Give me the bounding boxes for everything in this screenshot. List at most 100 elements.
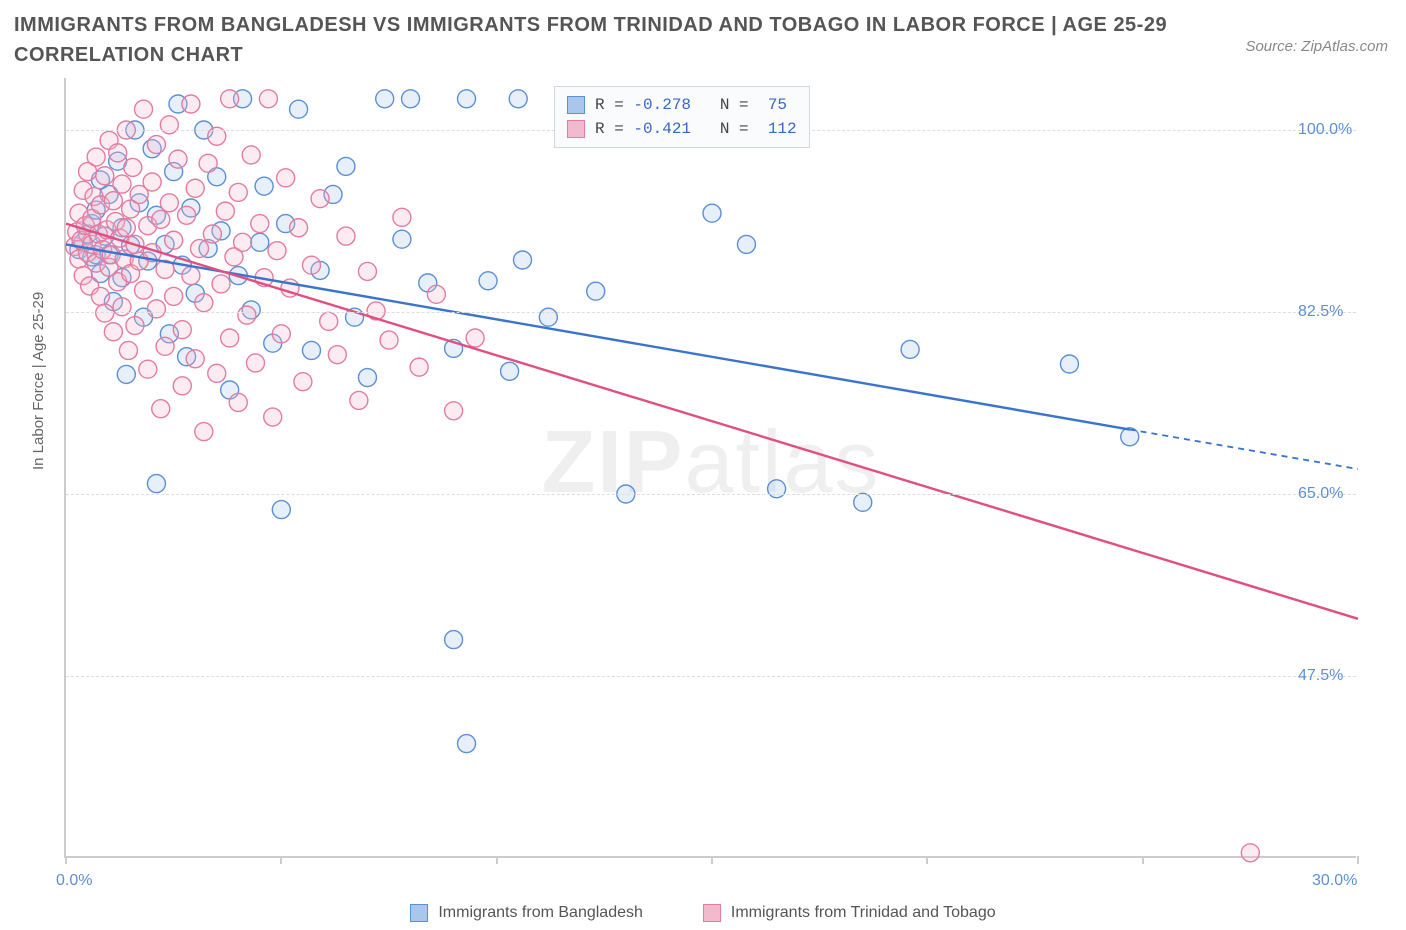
scatter-point-trinidad xyxy=(165,287,183,305)
scatter-point-trinidad xyxy=(272,325,290,343)
scatter-point-trinidad xyxy=(268,242,286,260)
scatter-point-trinidad xyxy=(380,331,398,349)
trend-line-trinidad xyxy=(66,224,1358,619)
scatter-point-trinidad xyxy=(1241,844,1259,862)
scatter-point-bangladesh xyxy=(479,272,497,290)
scatter-point-trinidad xyxy=(229,393,247,411)
scatter-point-trinidad xyxy=(246,354,264,372)
legend-label-bangladesh: Immigrants from Bangladesh xyxy=(438,904,643,922)
scatter-point-trinidad xyxy=(290,219,308,237)
scatter-point-bangladesh xyxy=(509,90,527,108)
xtick xyxy=(280,856,282,864)
source-label: Source: ZipAtlas.com xyxy=(1245,38,1388,55)
scatter-point-bangladesh xyxy=(1121,428,1139,446)
chart-title: IMMIGRANTS FROM BANGLADESH VS IMMIGRANTS… xyxy=(14,10,1226,70)
scatter-point-trinidad xyxy=(96,304,114,322)
grid-line xyxy=(66,494,1356,495)
scatter-point-bangladesh xyxy=(737,235,755,253)
scatter-point-trinidad xyxy=(234,233,252,251)
scatter-point-trinidad xyxy=(135,100,153,118)
scatter-point-trinidad xyxy=(238,306,256,324)
scatter-svg xyxy=(66,78,1356,856)
scatter-point-trinidad xyxy=(393,208,411,226)
scatter-point-bangladesh xyxy=(302,341,320,359)
scatter-point-trinidad xyxy=(186,350,204,368)
scatter-point-trinidad xyxy=(182,267,200,285)
scatter-point-bangladesh xyxy=(272,501,290,519)
scatter-point-trinidad xyxy=(216,202,234,220)
scatter-point-trinidad xyxy=(410,358,428,376)
scatter-point-trinidad xyxy=(195,294,213,312)
xtick xyxy=(1142,856,1144,864)
trend-line-ext-bangladesh xyxy=(1130,430,1358,470)
scatter-point-trinidad xyxy=(445,402,463,420)
x-axis-max-label: 30.0% xyxy=(1312,872,1357,890)
chart-container: IMMIGRANTS FROM BANGLADESH VS IMMIGRANTS… xyxy=(0,0,1406,930)
scatter-point-trinidad xyxy=(173,377,191,395)
scatter-point-trinidad xyxy=(87,148,105,166)
scatter-point-trinidad xyxy=(182,95,200,113)
scatter-point-bangladesh xyxy=(393,230,411,248)
scatter-point-trinidad xyxy=(350,391,368,409)
xtick xyxy=(926,856,928,864)
scatter-point-bangladesh xyxy=(290,100,308,118)
scatter-point-trinidad xyxy=(124,158,142,176)
scatter-point-trinidad xyxy=(259,90,277,108)
scatter-point-bangladesh xyxy=(854,493,872,511)
scatter-point-trinidad xyxy=(320,312,338,330)
scatter-point-trinidad xyxy=(147,136,165,154)
scatter-point-trinidad xyxy=(195,423,213,441)
stats-row-bangladesh: R = -0.278 N = 75 xyxy=(567,93,797,117)
scatter-point-trinidad xyxy=(302,256,320,274)
legend-bottom: Immigrants from Bangladesh Immigrants fro… xyxy=(0,904,1406,922)
scatter-point-bangladesh xyxy=(255,177,273,195)
scatter-point-trinidad xyxy=(156,337,174,355)
scatter-point-trinidad xyxy=(152,210,170,228)
scatter-point-trinidad xyxy=(242,146,260,164)
scatter-point-trinidad xyxy=(104,323,122,341)
scatter-point-bangladesh xyxy=(445,631,463,649)
xtick xyxy=(496,856,498,864)
ytick-label: 82.5% xyxy=(1298,303,1343,321)
scatter-point-trinidad xyxy=(173,321,191,339)
scatter-point-trinidad xyxy=(294,373,312,391)
scatter-point-trinidad xyxy=(147,300,165,318)
swatch-trinidad xyxy=(567,120,585,138)
scatter-point-bangladesh xyxy=(1060,355,1078,373)
scatter-point-trinidad xyxy=(212,275,230,293)
scatter-point-trinidad xyxy=(221,90,239,108)
grid-line xyxy=(66,312,1356,313)
scatter-point-trinidad xyxy=(169,150,187,168)
ytick-label: 47.5% xyxy=(1298,667,1343,685)
scatter-point-trinidad xyxy=(113,175,131,193)
stats-row-trinidad: R = -0.421 N = 112 xyxy=(567,117,797,141)
ytick-label: 100.0% xyxy=(1298,121,1352,139)
legend-item-bangladesh: Immigrants from Bangladesh xyxy=(410,904,643,922)
scatter-point-bangladesh xyxy=(514,251,532,269)
scatter-point-trinidad xyxy=(113,298,131,316)
scatter-point-bangladesh xyxy=(587,282,605,300)
scatter-point-trinidad xyxy=(152,400,170,418)
scatter-point-trinidad xyxy=(328,346,346,364)
scatter-point-bangladesh xyxy=(901,340,919,358)
scatter-point-trinidad xyxy=(160,194,178,212)
scatter-point-trinidad xyxy=(126,317,144,335)
legend-label-trinidad: Immigrants from Trinidad and Tobago xyxy=(731,904,996,922)
scatter-point-trinidad xyxy=(191,240,209,258)
scatter-point-trinidad xyxy=(199,154,217,172)
plot-area: ZIPatlas R = -0.278 N = 75R = -0.421 N =… xyxy=(64,78,1356,858)
scatter-point-trinidad xyxy=(139,360,157,378)
scatter-point-trinidad xyxy=(208,364,226,382)
scatter-point-bangladesh xyxy=(501,362,519,380)
scatter-point-trinidad xyxy=(160,116,178,134)
scatter-point-bangladesh xyxy=(703,204,721,222)
x-axis-min-label: 0.0% xyxy=(56,872,92,890)
xtick xyxy=(711,856,713,864)
scatter-point-trinidad xyxy=(277,169,295,187)
scatter-point-trinidad xyxy=(165,231,183,249)
ytick-label: 65.0% xyxy=(1298,485,1343,503)
xtick xyxy=(1357,856,1359,864)
xtick xyxy=(65,856,67,864)
scatter-point-trinidad xyxy=(104,192,122,210)
scatter-point-bangladesh xyxy=(358,369,376,387)
